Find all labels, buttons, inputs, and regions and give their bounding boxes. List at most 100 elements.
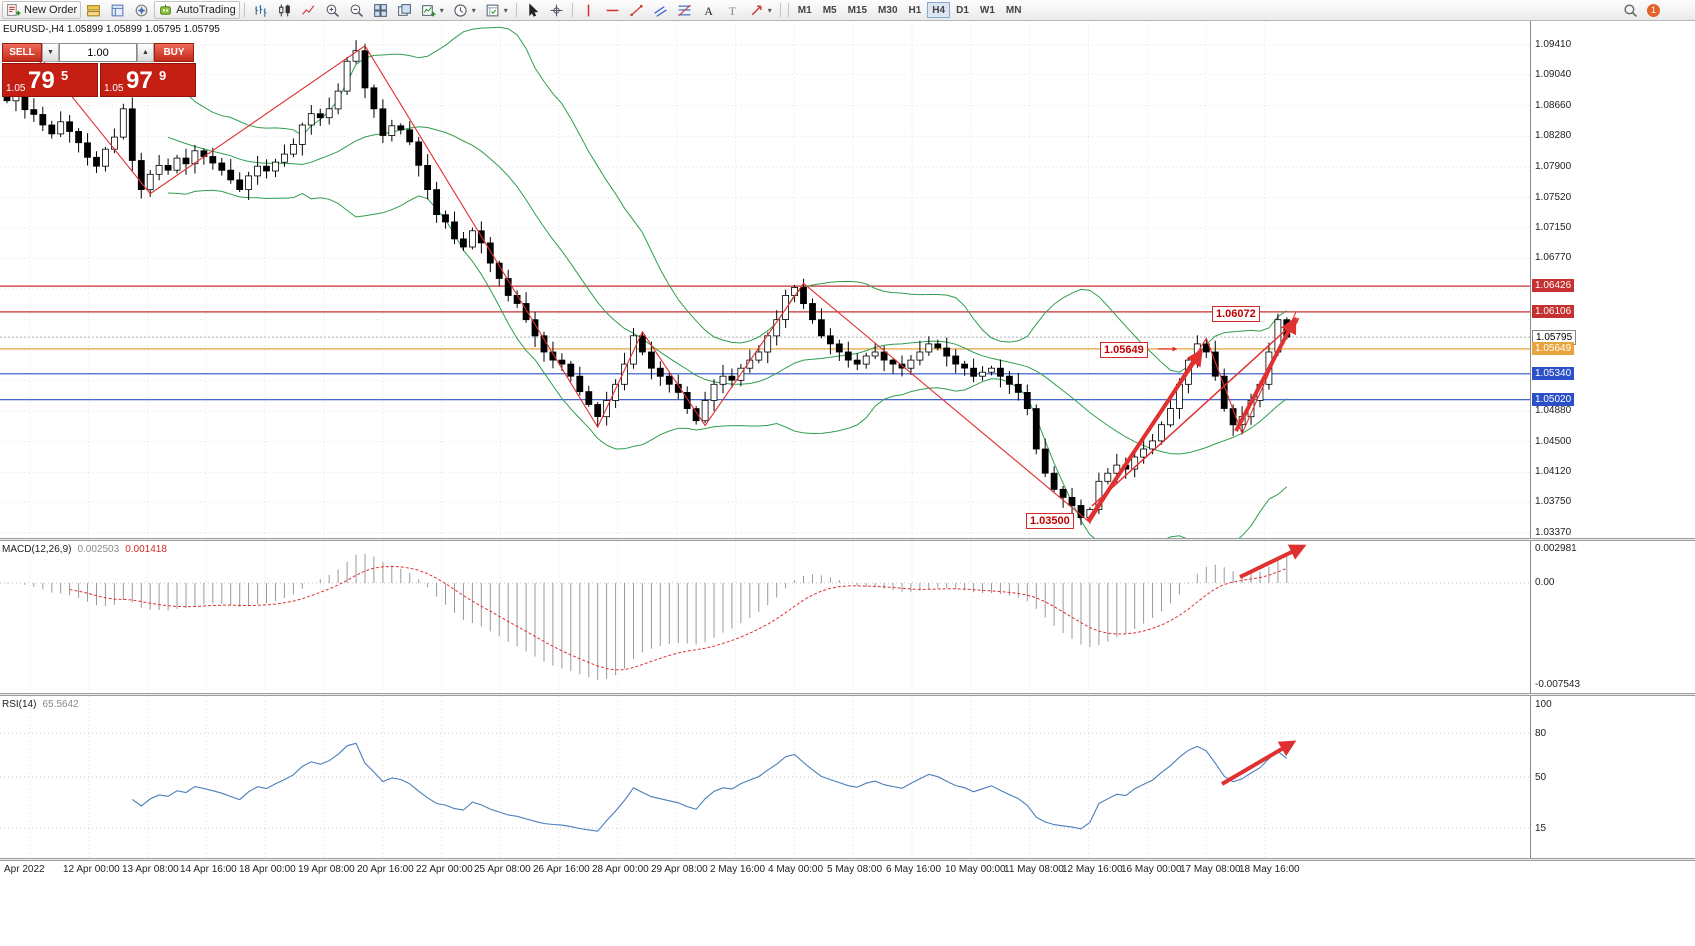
dropdown-arrow-icon: ▾	[471, 5, 476, 15]
vertical-line-button[interactable]	[577, 1, 600, 19]
symbol-ohlc-label: EURUSD-,H4 1.05899 1.05899 1.05795 1.057…	[3, 24, 220, 35]
channel-button[interactable]	[649, 1, 672, 19]
label-button[interactable]: T	[721, 1, 744, 19]
price-axis[interactable]: 1.09410 1.09040 1.08660 1.08280 1.07900 1.075…	[1530, 21, 1695, 538]
templates-button[interactable]: ▾	[481, 1, 512, 19]
clock-icon	[453, 3, 468, 18]
timeframe-H4[interactable]: H4	[927, 2, 951, 18]
tile-windows-button[interactable]	[369, 1, 392, 19]
new-order-button[interactable]: New Order	[2, 1, 82, 19]
bar-chart-button[interactable]	[249, 1, 272, 19]
arrows-button[interactable]: ▾	[745, 1, 776, 19]
data-window-button[interactable]	[106, 1, 129, 19]
rsi-value: 65.5642	[42, 699, 79, 710]
candlestick-button[interactable]	[273, 1, 296, 19]
timeframe-W1[interactable]: W1	[975, 2, 1000, 18]
macd-histogram	[6, 554, 1288, 680]
market-watch-button[interactable]	[82, 1, 105, 19]
rsi-label: RSI(14) 65.5642	[2, 699, 79, 710]
timeframe-D1[interactable]: D1	[951, 2, 974, 18]
buy-button[interactable]: BUY	[154, 43, 194, 62]
panel-resize-handle[interactable]	[0, 858, 1695, 861]
time-axis-label: 16 May 00:00	[1121, 864, 1182, 875]
crosshair-button[interactable]	[545, 1, 568, 19]
new-order-button-label: New Order	[24, 4, 78, 16]
time-axis-label: 5 May 08:00	[827, 864, 883, 875]
time-axis-label: 22 Apr 00:00	[416, 864, 473, 875]
time-axis-label: 29 Apr 08:00	[651, 864, 708, 875]
rsi-canvas[interactable]	[0, 696, 1530, 858]
timeframe-H1[interactable]: H1	[904, 2, 927, 18]
cursor-button[interactable]	[521, 1, 544, 19]
timeframe-M5[interactable]: M5	[818, 2, 842, 18]
profiles-button[interactable]: ▾	[449, 1, 480, 19]
time-axis[interactable]: Apr 2022 12 Apr 00:00 13 Apr 08:00 14 Apr 1…	[0, 861, 1695, 879]
navigator-icon	[134, 3, 149, 18]
price-axis-label: 1.06770	[1535, 252, 1572, 263]
price-tag: 1.06426	[1532, 279, 1575, 292]
autotrading-button[interactable]: AutoTrading	[154, 1, 240, 19]
buy-price-display[interactable]: 1.05 97 9	[100, 63, 196, 97]
price-tag: 1.05340	[1532, 367, 1575, 380]
bar-chart-icon	[253, 3, 268, 18]
dropdown-arrow-icon: ▾	[439, 5, 444, 15]
trendline-button[interactable]	[625, 1, 648, 19]
macd-axis[interactable]: 0.002981 0.00 -0.007543	[1530, 541, 1695, 693]
price-axis-label: 1.07150	[1535, 222, 1572, 233]
macd-canvas[interactable]	[0, 541, 1530, 693]
trend-arrow	[1220, 740, 1297, 786]
buy-price-sup: 9	[159, 68, 167, 83]
price-chart-canvas[interactable]	[0, 21, 1530, 538]
trend-arrow	[1234, 316, 1297, 432]
macd-axis-label: 0.00	[1535, 577, 1555, 588]
time-axis-label: 12 Apr 00:00	[63, 864, 120, 875]
rsi-axis[interactable]: 100 80 50 15	[1530, 696, 1695, 858]
search-icon	[1623, 3, 1638, 18]
timeframe-M1[interactable]: M1	[793, 2, 817, 18]
price-axis-label: 1.04120	[1535, 466, 1572, 477]
sell-price-display[interactable]: 1.05 79 5	[2, 63, 98, 97]
data-window-icon	[110, 3, 125, 18]
price-annotation[interactable]: 1.03500	[1026, 513, 1074, 529]
market-watch-icon	[86, 3, 101, 18]
timeframe-M15[interactable]: M15	[843, 2, 872, 18]
search-button[interactable]	[1619, 1, 1642, 19]
time-axis-label: 6 May 16:00	[886, 864, 942, 875]
zoom-in-button[interactable]	[321, 1, 344, 19]
price-axis-label: 1.04500	[1535, 436, 1572, 447]
volume-up-button[interactable]: ▲	[137, 43, 154, 62]
candles-group	[3, 40, 1291, 526]
panel-resize-handle[interactable]	[0, 538, 1695, 541]
fibonacci-icon	[677, 3, 692, 18]
zoom-in-icon	[325, 3, 340, 18]
price-axis-label: 1.08280	[1535, 130, 1572, 141]
horizontal-line-button[interactable]	[601, 1, 624, 19]
volume-input[interactable]	[59, 43, 137, 62]
time-axis-label: 10 May 00:00	[945, 864, 1006, 875]
timeframe-M30[interactable]: M30	[873, 2, 902, 18]
line-chart-button[interactable]	[297, 1, 320, 19]
arrange-windows-button[interactable]	[393, 1, 416, 19]
time-axis-label: 28 Apr 00:00	[592, 864, 649, 875]
price-axis-label: 1.04880	[1535, 405, 1572, 416]
notification-badge[interactable]: 1	[1647, 3, 1660, 17]
tile-windows-icon	[373, 3, 388, 18]
time-axis-label: 4 May 00:00	[768, 864, 824, 875]
price-annotation[interactable]: 1.06072	[1212, 306, 1260, 322]
time-axis-label: 11 May 08:00	[1004, 864, 1064, 875]
sell-button[interactable]: SELL	[2, 43, 42, 62]
new-chart-button[interactable]: ▾	[417, 1, 448, 19]
zoom-out-button[interactable]	[345, 1, 368, 19]
toolbar-separator	[243, 3, 245, 17]
volume-down-button[interactable]: ▼	[42, 43, 59, 62]
price-annotation[interactable]: 1.05649	[1100, 342, 1148, 358]
dropdown-arrow-icon: ▾	[503, 5, 508, 15]
navigator-button[interactable]	[130, 1, 153, 19]
dropdown-arrow-icon: ▾	[767, 5, 772, 15]
panel-resize-handle[interactable]	[0, 693, 1695, 696]
timeframe-MN[interactable]: MN	[1001, 2, 1027, 18]
trend-arrow	[1091, 317, 1300, 507]
text-button[interactable]: A	[697, 1, 720, 19]
fibonacci-button[interactable]	[673, 1, 696, 19]
price-tag: 1.06106	[1532, 305, 1575, 318]
